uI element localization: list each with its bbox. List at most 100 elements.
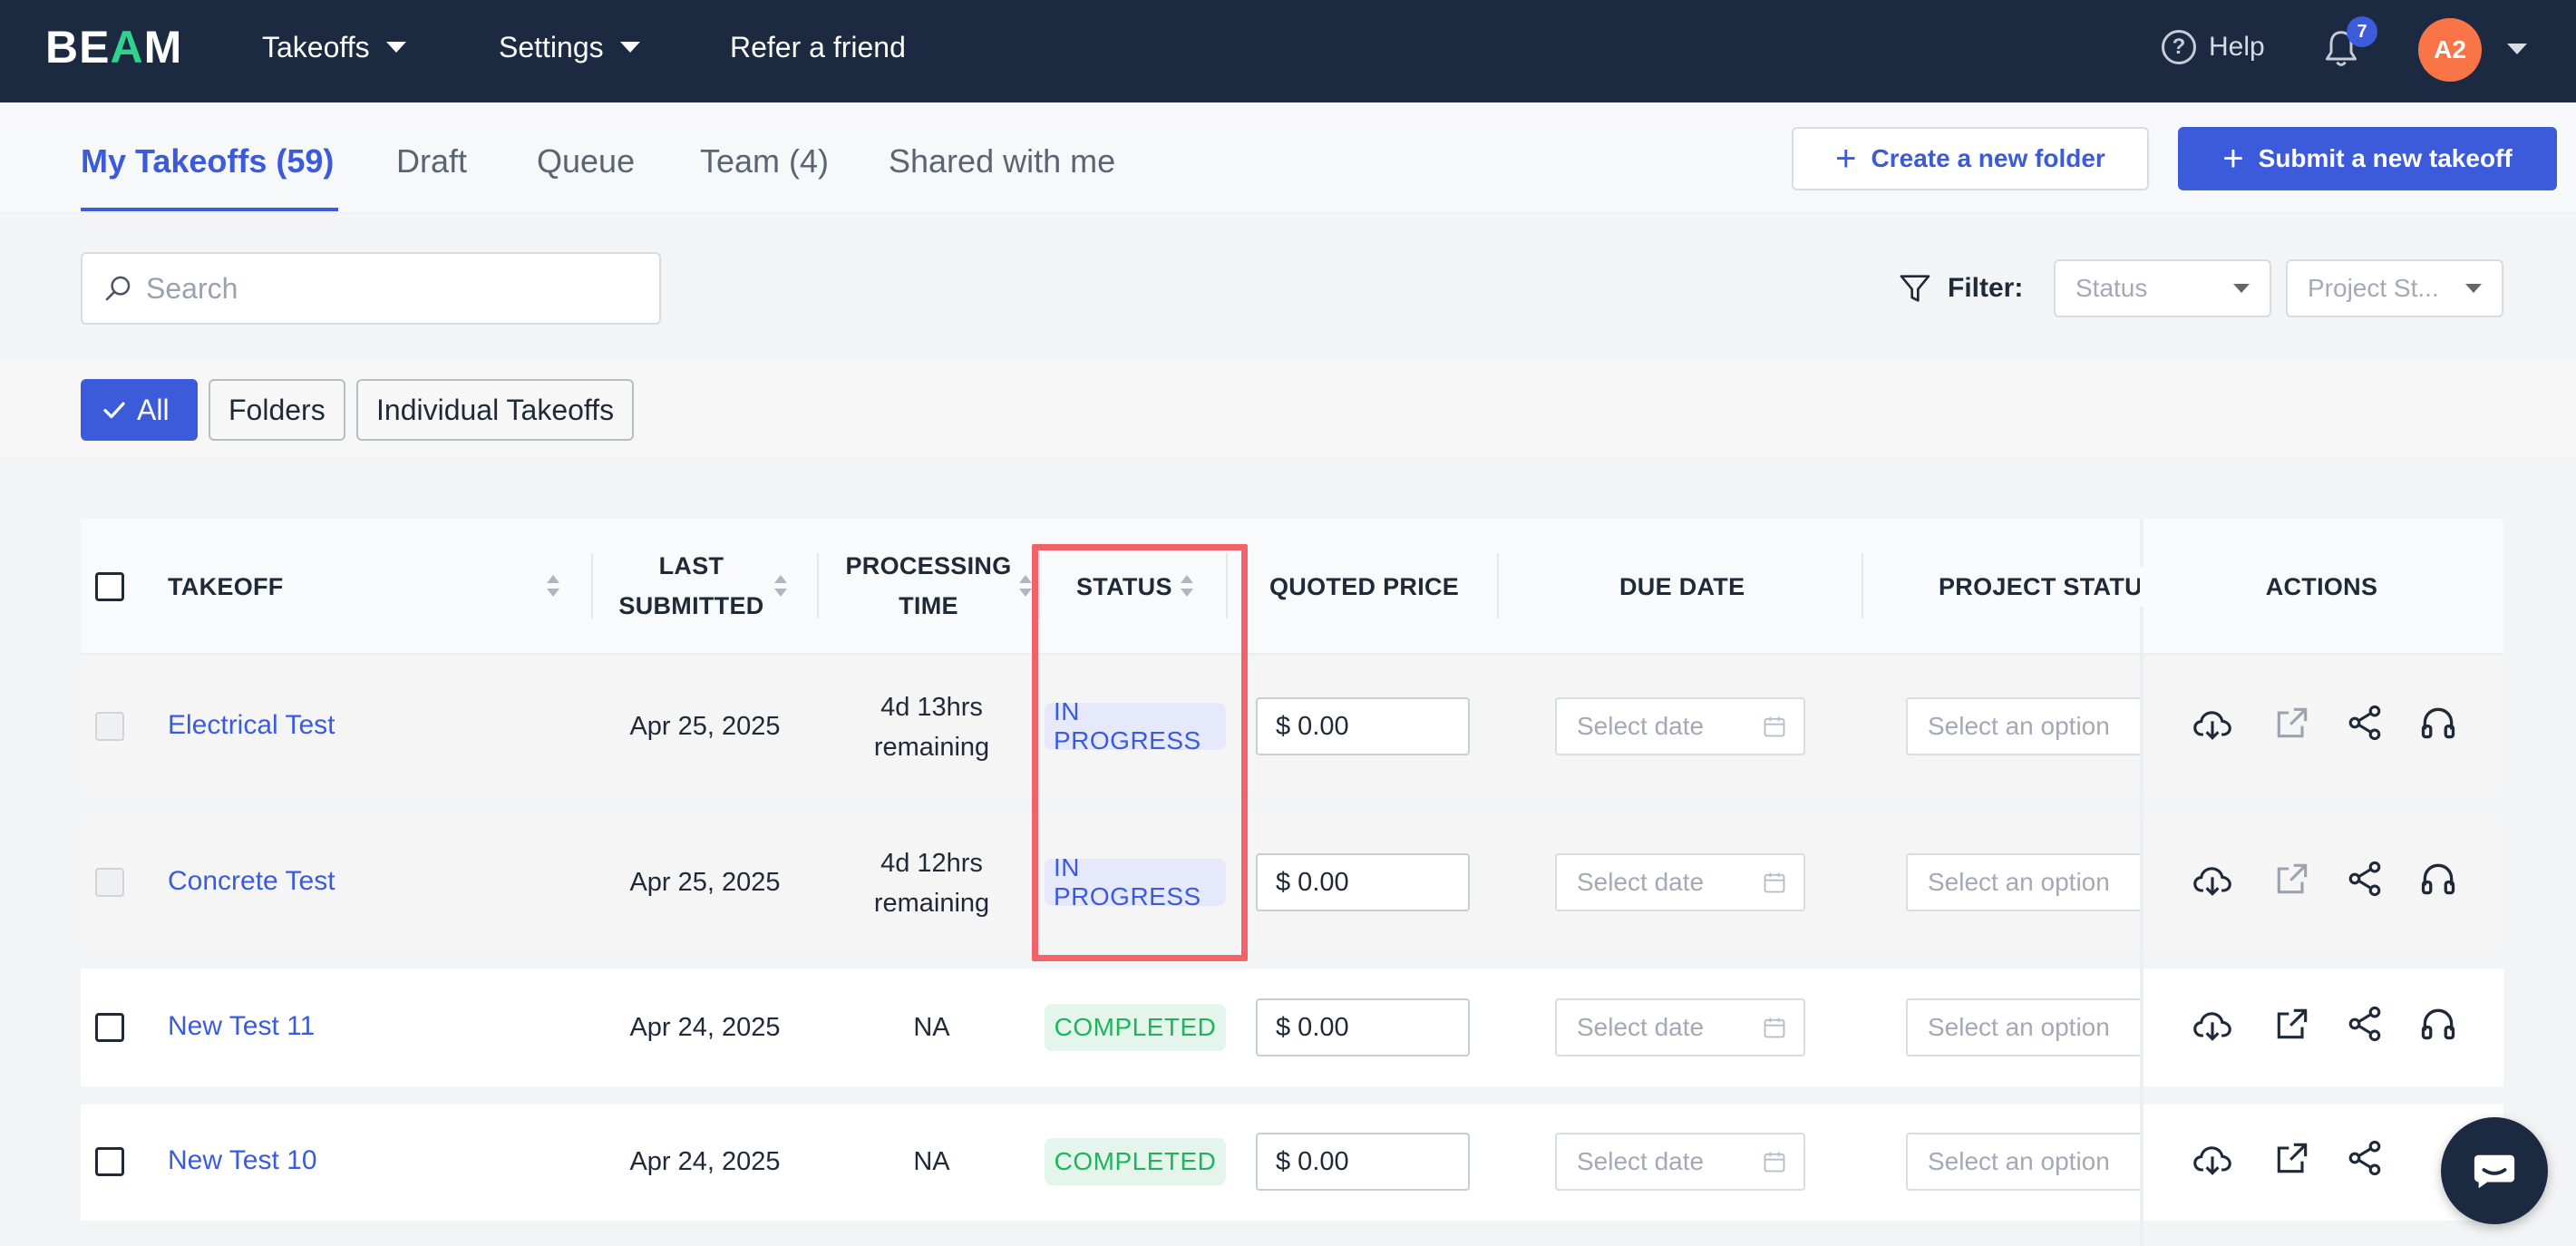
- sort-icon[interactable]: [1181, 575, 1193, 600]
- tab-draft[interactable]: Draft: [396, 142, 468, 180]
- headphones-icon[interactable]: [2418, 703, 2458, 743]
- user-avatar[interactable]: A2: [2418, 18, 2482, 82]
- help-icon: ?: [2162, 30, 2196, 64]
- open-external-icon[interactable]: [2272, 703, 2312, 743]
- takeoff-name-link[interactable]: Electrical Test: [168, 710, 335, 740]
- takeoff-name-link[interactable]: Concrete Test: [168, 866, 335, 896]
- calendar-icon: [1764, 872, 1785, 893]
- takeoff-name-link[interactable]: New Test 10: [168, 1145, 317, 1175]
- due-date-placeholder: Select date: [1577, 1147, 1705, 1175]
- account-menu-chevron-icon[interactable]: [2507, 44, 2527, 54]
- open-external-icon[interactable]: [2272, 1138, 2312, 1178]
- project-status-filter-select[interactable]: Project St...: [2286, 259, 2503, 317]
- header-status[interactable]: STATUS: [1076, 573, 1172, 600]
- column-divider: [1862, 553, 1863, 618]
- tab-shared-with-me[interactable]: Shared with me: [889, 142, 1116, 180]
- status-badge: IN PROGRESS: [1045, 853, 1226, 910]
- actions-column: [2140, 519, 2503, 1246]
- quoted-price-input[interactable]: $ 0.00: [1256, 998, 1470, 1056]
- nav-settings-menu[interactable]: Settings: [499, 27, 640, 67]
- row-checkbox[interactable]: [95, 1013, 124, 1042]
- chat-widget-button[interactable]: [2441, 1117, 2548, 1224]
- due-date-placeholder: Select date: [1577, 868, 1705, 896]
- header-last-submitted[interactable]: LAST SUBMITTED: [612, 546, 771, 626]
- select-all-checkbox[interactable]: [95, 572, 124, 601]
- row-checkbox[interactable]: [95, 1147, 124, 1176]
- sort-icon[interactable]: [774, 575, 787, 600]
- processing-time-line2: remaining: [873, 889, 990, 918]
- quoted-price-input[interactable]: $ 0.00: [1256, 1133, 1470, 1191]
- headphones-icon[interactable]: [2418, 859, 2458, 899]
- header-processing-time[interactable]: PROCESSING TIME: [832, 546, 1025, 626]
- processing-time-line1: NA: [913, 1013, 950, 1042]
- header-quoted-price: QUOTED PRICE: [1269, 573, 1460, 600]
- calendar-icon: [1764, 716, 1785, 737]
- search-input[interactable]: Search: [81, 252, 661, 325]
- project-status-select[interactable]: Select an option: [1906, 853, 2143, 911]
- submit-takeoff-button[interactable]: + Submit a new takeoff: [2178, 127, 2557, 190]
- due-date-placeholder: Select date: [1577, 712, 1705, 740]
- chip-folders[interactable]: Folders: [209, 379, 345, 441]
- quoted-price-input[interactable]: $ 0.00: [1256, 697, 1470, 755]
- calendar-icon: [1764, 1017, 1785, 1038]
- chip-individual-takeoffs[interactable]: Individual Takeoffs: [356, 379, 635, 441]
- share-icon[interactable]: [2345, 1138, 2385, 1178]
- last-submitted-date: Apr 25, 2025: [629, 712, 781, 741]
- column-divider: [1226, 553, 1228, 618]
- sort-icon[interactable]: [1019, 575, 1032, 600]
- header-last-submitted-line1: LAST: [658, 552, 724, 579]
- column-divider: [1038, 553, 1040, 618]
- beam-logo[interactable]: BEAM: [45, 22, 183, 73]
- sort-icon[interactable]: [547, 575, 559, 600]
- nav-takeoffs-menu[interactable]: Takeoffs: [262, 27, 406, 67]
- header-last-submitted-line2: SUBMITTED: [618, 592, 764, 619]
- help-link[interactable]: ? Help: [2162, 27, 2265, 67]
- last-submitted-date: Apr 24, 2025: [629, 1147, 781, 1176]
- due-date-picker[interactable]: Select date: [1555, 998, 1805, 1056]
- tab-team[interactable]: Team (4): [700, 142, 830, 180]
- chip-all[interactable]: All: [81, 379, 198, 441]
- tab-queue[interactable]: Queue: [537, 142, 636, 180]
- nav-settings-label: Settings: [499, 31, 604, 63]
- table-header: [81, 519, 2503, 655]
- chevron-down-icon: [2233, 284, 2250, 293]
- processing-time: NA: [843, 1008, 1020, 1047]
- share-icon[interactable]: [2345, 859, 2385, 899]
- processing-time: 4d 13hrs remaining: [843, 687, 1020, 767]
- download-icon[interactable]: [2192, 705, 2232, 745]
- open-external-icon[interactable]: [2272, 1004, 2312, 1044]
- project-status-select[interactable]: Select an option: [1906, 998, 2143, 1056]
- takeoff-name-link[interactable]: New Test 11: [168, 1011, 316, 1041]
- share-icon[interactable]: [2345, 1004, 2385, 1044]
- row-checkbox: [95, 868, 124, 897]
- nav-takeoffs-label: Takeoffs: [262, 31, 370, 63]
- due-date-picker[interactable]: Select date: [1555, 1133, 1805, 1191]
- status-filter-select[interactable]: Status: [2054, 259, 2271, 317]
- headphones-icon[interactable]: [2418, 1004, 2458, 1044]
- quoted-price-input[interactable]: $ 0.00: [1256, 853, 1470, 911]
- open-external-icon[interactable]: [2272, 859, 2312, 899]
- search-icon: [105, 276, 131, 301]
- nav-refer-a-friend[interactable]: Refer a friend: [730, 27, 906, 67]
- download-icon[interactable]: [2192, 1006, 2232, 1046]
- status-badge: COMPLETED: [1045, 1004, 1226, 1051]
- plus-icon: +: [1835, 139, 1857, 179]
- download-icon[interactable]: [2192, 861, 2232, 900]
- chat-bubble-icon: [2474, 1154, 2515, 1189]
- create-folder-button[interactable]: + Create a new folder: [1792, 127, 2149, 190]
- due-date-picker[interactable]: Select date: [1555, 853, 1805, 911]
- project-status-select[interactable]: Select an option: [1906, 1133, 2143, 1191]
- due-date-picker[interactable]: Select date: [1555, 697, 1805, 755]
- header-takeoff[interactable]: TAKEOFF: [168, 573, 284, 600]
- share-icon[interactable]: [2345, 703, 2385, 743]
- header-processing-line1: PROCESSING: [845, 552, 1012, 579]
- processing-time-line1: 4d 12hrs: [880, 849, 983, 878]
- processing-time: 4d 12hrs remaining: [843, 843, 1020, 923]
- column-divider: [1497, 553, 1499, 618]
- project-status-select[interactable]: Select an option: [1906, 697, 2143, 755]
- download-icon[interactable]: [2192, 1140, 2232, 1180]
- chip-all-label: All: [137, 393, 170, 426]
- tab-my-takeoffs[interactable]: My Takeoffs (59): [81, 142, 335, 180]
- header-project-status: PROJECT STATUS: [1939, 573, 2140, 600]
- search-placeholder: Search: [146, 271, 238, 305]
